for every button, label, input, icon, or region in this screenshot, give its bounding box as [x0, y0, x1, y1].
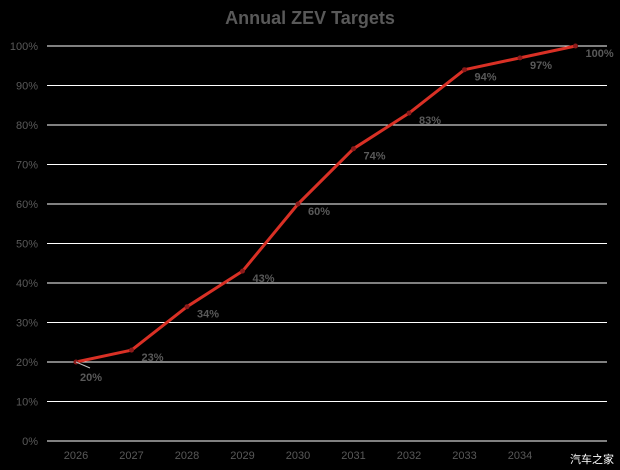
data-label: 83%: [419, 115, 441, 127]
y-tick-label: 30%: [16, 318, 38, 330]
data-point: [406, 110, 412, 116]
x-tick-label: 2026: [64, 450, 88, 462]
x-tick-label: 2029: [230, 450, 254, 462]
data-label: 43%: [253, 273, 275, 285]
data-label: 97%: [530, 60, 552, 72]
data-point: [462, 67, 467, 73]
y-tick-label: 20%: [16, 357, 38, 369]
x-tick-label: 2033: [452, 450, 476, 462]
y-tick-label: 60%: [16, 199, 38, 211]
data-label: 74%: [364, 151, 386, 163]
y-tick-label: 50%: [16, 239, 38, 251]
x-tick-label: 2034: [508, 450, 532, 462]
chart-title: Annual ZEV Targets: [225, 8, 395, 28]
data-point: [184, 304, 190, 310]
y-tick-label: 100%: [10, 41, 38, 53]
data-label: 23%: [142, 352, 164, 364]
data-point: [240, 268, 245, 274]
data-label: 34%: [197, 309, 219, 321]
y-tick-label: 40%: [16, 278, 38, 290]
data-point: [573, 43, 578, 49]
data-point: [129, 347, 134, 353]
label-leader-line: [75, 361, 91, 369]
series-line: [74, 44, 577, 364]
data-label: 94%: [475, 72, 497, 84]
y-tick-label: 10%: [16, 397, 38, 409]
y-tick-label: 70%: [16, 160, 38, 172]
x-tick-label: 2031: [341, 450, 365, 462]
data-label: 60%: [308, 206, 330, 218]
x-tick-label: 2028: [175, 450, 199, 462]
data-point: [295, 201, 301, 207]
data-point: [517, 55, 523, 61]
data-label: 20%: [80, 372, 102, 384]
x-tick-label: 2032: [397, 450, 421, 462]
data-label: 100%: [586, 48, 614, 60]
watermark: 汽车之家: [570, 453, 614, 466]
data-point: [351, 146, 356, 152]
x-tick-label: 2030: [286, 450, 310, 462]
y-tick-label: 90%: [16, 81, 38, 93]
x-tick-label: 2027: [119, 450, 143, 462]
y-tick-label: 80%: [16, 120, 38, 132]
y-tick-label: 0%: [22, 436, 38, 448]
